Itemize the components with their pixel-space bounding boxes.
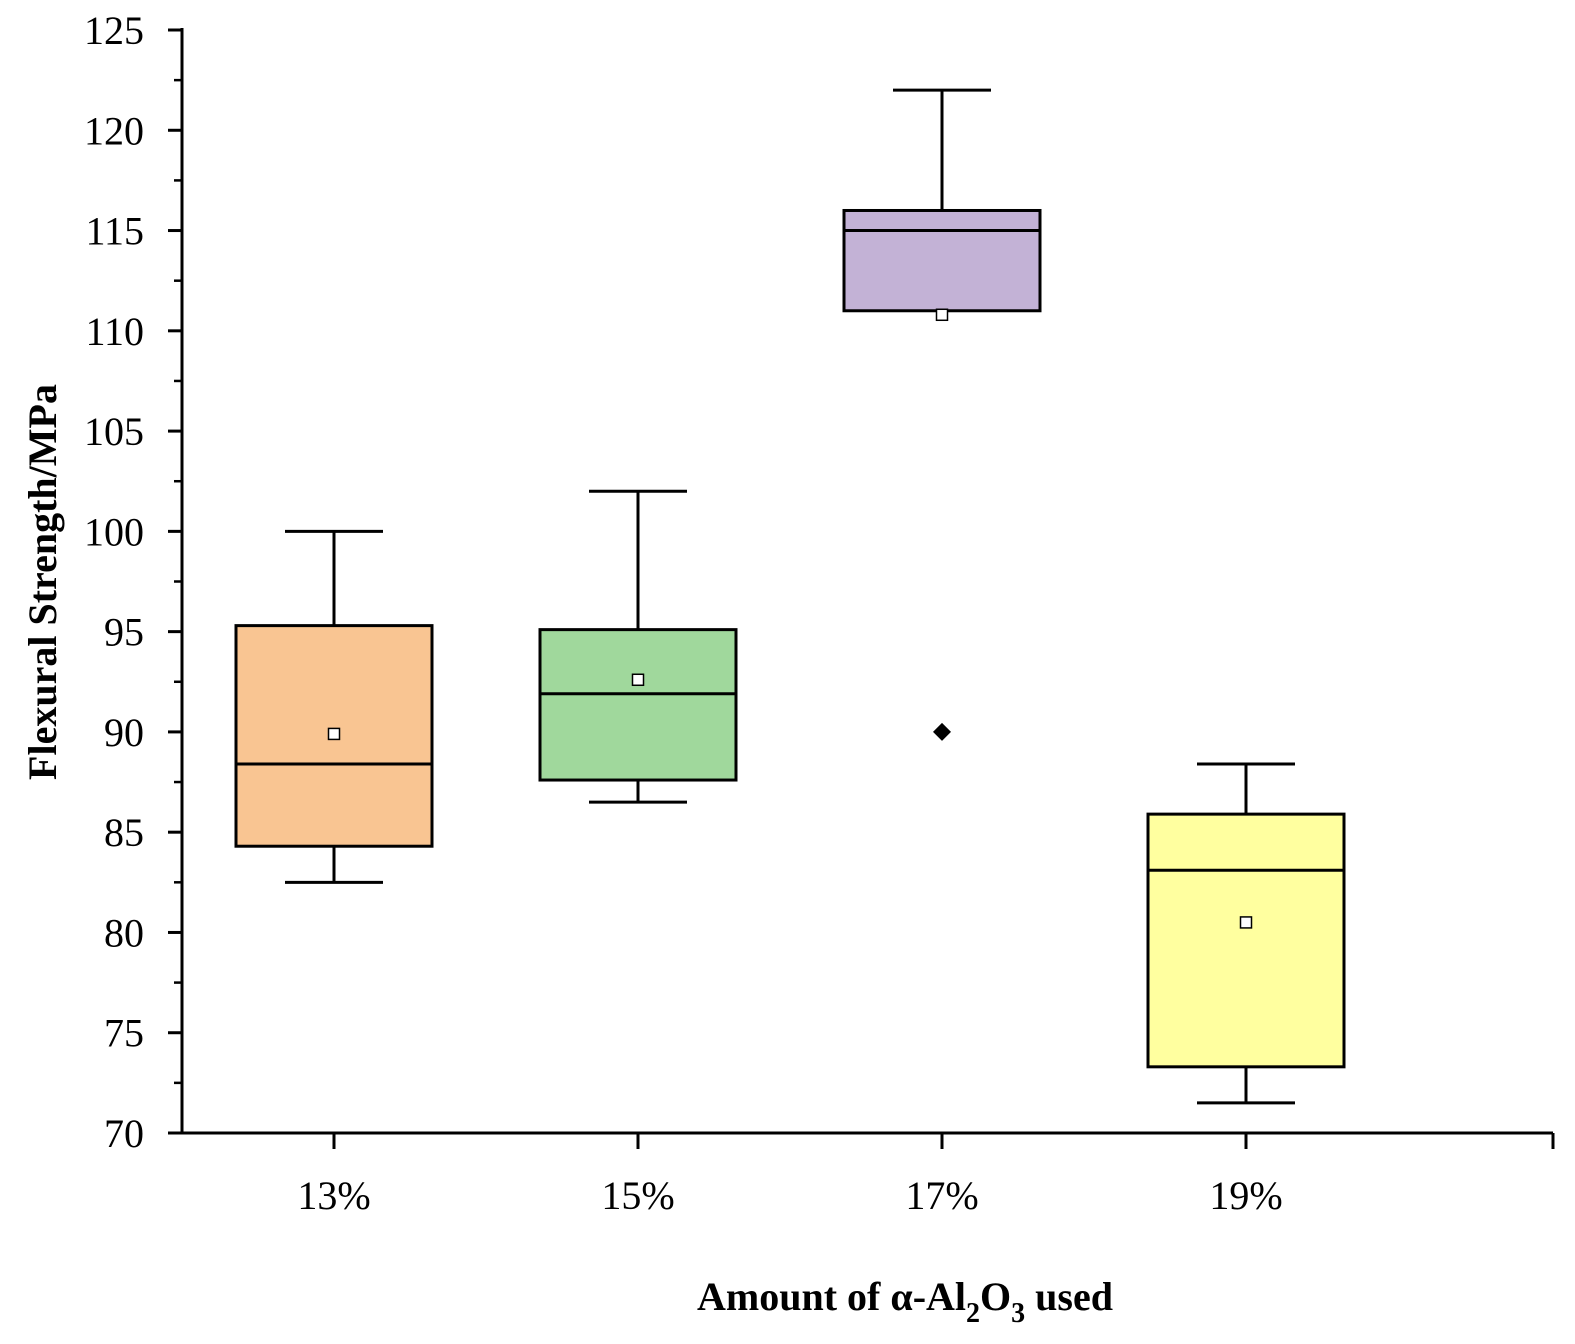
box-13% (234, 529, 434, 884)
outlier-point (933, 722, 951, 741)
box-body (538, 628, 738, 782)
y-tick-label: 125 (84, 8, 144, 53)
x-tick-label: 17% (905, 1173, 978, 1218)
y-tick-label: 85 (104, 810, 144, 855)
mean-marker (935, 308, 949, 322)
y-axis: 70 75 80 85 90 95 100 105 110 115 120 125 (84, 8, 184, 1156)
mean-marker (631, 673, 645, 687)
plot-area (234, 88, 1346, 1105)
mean-marker (327, 727, 341, 741)
x-axis-title: Amount of α-Al2O3 used (697, 1274, 1113, 1329)
y-tick-label: 70 (104, 1111, 144, 1156)
y-tick-label: 90 (104, 710, 144, 755)
x-axis: 13% 15% 17% 19% (182, 1131, 1555, 1218)
x-axis-title-subscript: 2 (966, 1298, 980, 1329)
x-axis-title-part: used (1025, 1274, 1113, 1319)
y-tick-label: 95 (104, 610, 144, 655)
x-tick-label: 13% (297, 1173, 370, 1218)
box-15% (538, 489, 738, 804)
y-axis-title: Flexural Strength/MPa (20, 384, 65, 780)
y-tick-label: 105 (84, 409, 144, 454)
mean-marker (1239, 916, 1253, 929)
y-tick-label: 80 (104, 910, 144, 955)
x-tick-label: 15% (601, 1173, 674, 1218)
y-tick-label: 75 (104, 1011, 144, 1056)
box-19% (1146, 762, 1346, 1105)
y-tick-label: 115 (85, 209, 144, 254)
x-tick-label: 19% (1209, 1173, 1282, 1218)
x-axis-title-part: O (980, 1274, 1011, 1319)
y-tick-label: 100 (84, 509, 144, 554)
box-body (842, 208, 1042, 313)
x-axis-title-part: Amount of α-Al (697, 1274, 966, 1319)
y-tick-label: 120 (84, 108, 144, 153)
box-17% (842, 88, 1042, 741)
x-axis-title-subscript: 3 (1011, 1298, 1025, 1329)
y-tick-label: 110 (85, 309, 144, 354)
box-body (1146, 812, 1346, 1069)
